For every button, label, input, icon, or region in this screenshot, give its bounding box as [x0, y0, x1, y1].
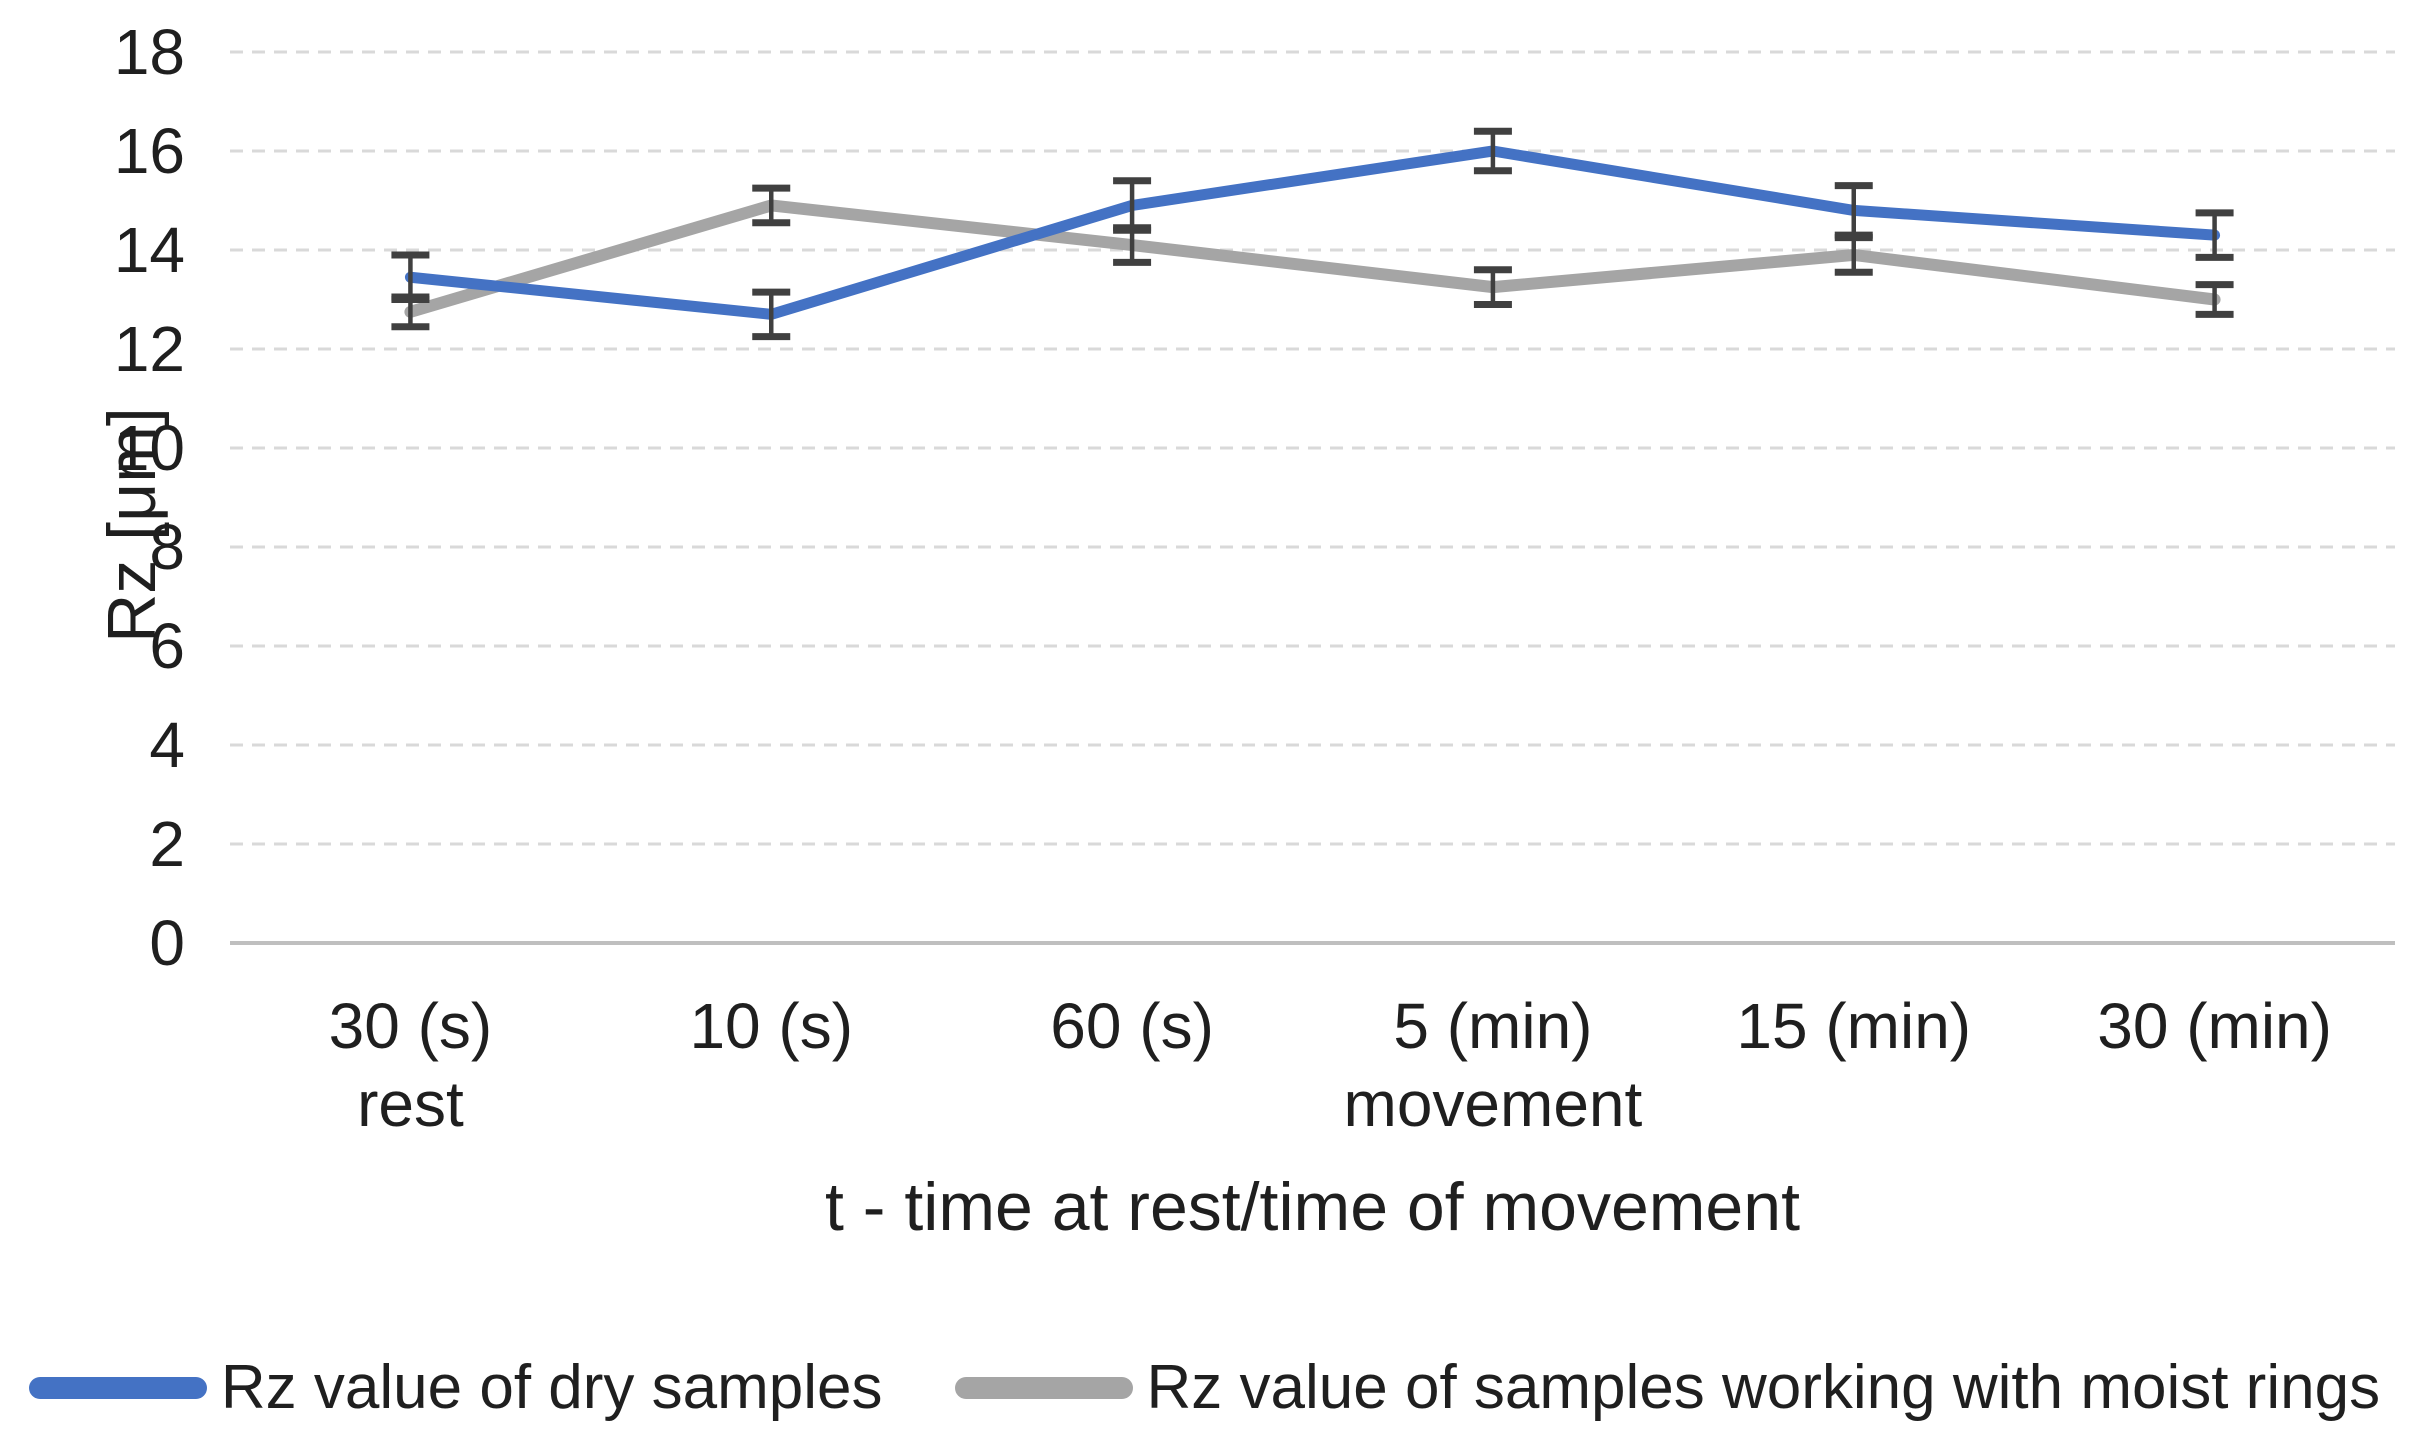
legend-label-moist-rings: Rz value of samples working with moist r…	[1146, 1353, 2381, 1422]
legend-item-moist-rings: Rz value of samples working with moist r…	[954, 1352, 2381, 1423]
y-tick-label: 4	[149, 709, 185, 781]
x-category-label: 15 (min)	[1736, 990, 1971, 1062]
legend-label-dry-samples: Rz value of dry samples	[220, 1353, 883, 1422]
y-tick-label: 18	[114, 16, 185, 88]
y-tick-label: 6	[149, 610, 185, 682]
series-line-dry-samples	[404, 145, 2221, 320]
legend: Rz value of dry samples Rz value of samp…	[0, 1352, 2409, 1423]
y-tick-label: 0	[149, 907, 185, 979]
x-category-label: 10 (s)	[689, 990, 853, 1062]
x-axis-title: t - time at rest/time of movement	[825, 1169, 1800, 1245]
x-category-label: 30 (s)	[329, 990, 493, 1062]
y-axis-title: Rz [μm]	[94, 407, 170, 643]
x-category-label: 30 (min)	[2097, 990, 2332, 1062]
y-tick-label: 14	[114, 214, 185, 286]
x-category-sublabel: rest	[357, 1068, 464, 1140]
y-tick-label: 10	[114, 412, 185, 484]
legend-swatch-moist-rings-icon	[954, 1376, 1133, 1399]
legend-item-dry-samples: Rz value of dry samples	[28, 1352, 883, 1423]
x-category-sublabel: movement	[1344, 1068, 1643, 1140]
legend-swatch-dry-samples-icon	[28, 1376, 207, 1399]
series-line-moist-rings	[404, 199, 2221, 318]
x-category-label: 60 (s)	[1050, 990, 1214, 1062]
x-category-label: 5 (min)	[1393, 990, 1592, 1062]
y-tick-label: 8	[149, 511, 185, 583]
y-tick-label: 16	[114, 115, 185, 187]
y-tick-label: 12	[114, 313, 185, 385]
y-tick-label: 2	[149, 808, 185, 880]
